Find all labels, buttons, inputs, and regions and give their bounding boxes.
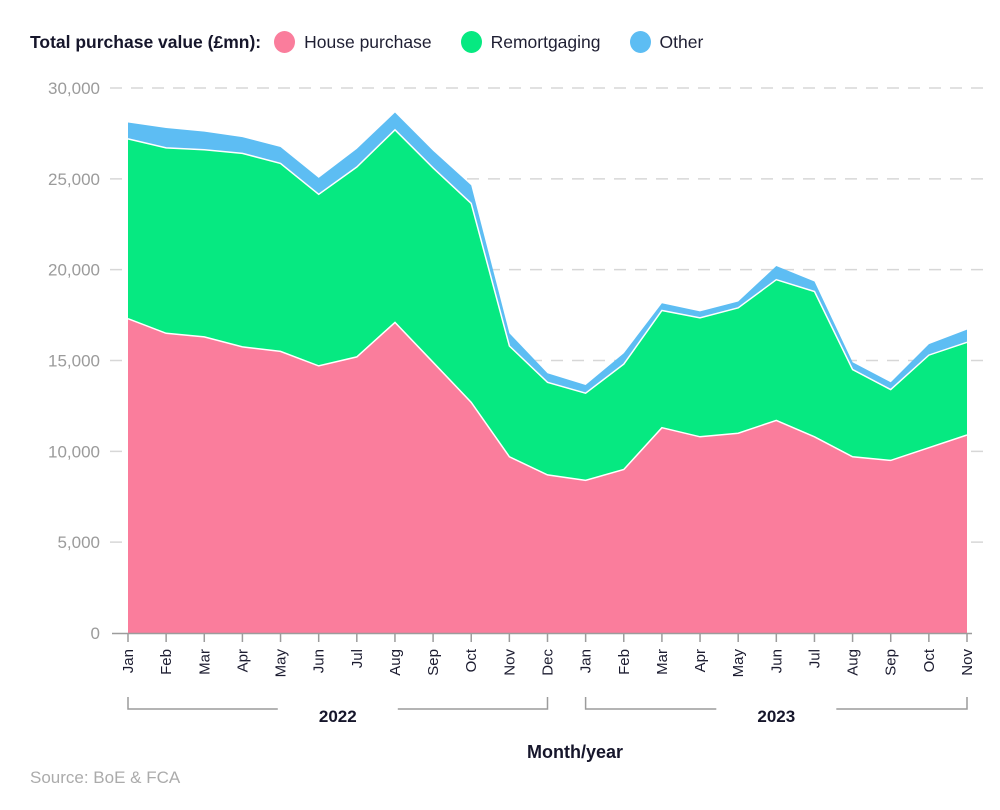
other-swatch-icon [629,31,651,53]
month-tick-label: Jan [578,649,595,673]
y-axis-tick-label: 5,000 [57,533,100,552]
month-tick-label: Oct [463,648,480,672]
month-tick-label: May [273,649,290,678]
legend-label-remortgaging: Remortgaging [490,31,601,52]
month-tick-label: Dec [540,649,557,676]
chart-title: Total purchase value (£mn): [30,31,262,52]
x-axis-title: Month/year [526,742,624,762]
month-tick-label: Mar [654,649,671,675]
remortgaging-swatch-icon [460,31,482,53]
legend-item-remortgaging[interactable]: Remortgaging [460,31,601,53]
month-tick-label: Apr [692,649,709,672]
year-bracket [127,697,549,710]
month-tick-label: Oct [921,648,938,672]
month-tick-label: Jun [768,649,785,673]
year-label: 2023 [757,707,795,726]
legend-label-house-purchase: House purchase [304,31,432,52]
legend-item-house-purchase[interactable]: House purchase [274,31,432,53]
month-tick-label: Apr [234,649,251,672]
month-tick-label: Nov [959,649,976,676]
area-other [128,112,967,394]
month-tick-label: Feb [616,649,633,675]
month-tick-label: Aug [845,649,862,676]
year-bracket [584,697,968,710]
month-tick-label: Jul [349,649,366,668]
month-tick-label: Sep [425,649,442,676]
month-tick-label: Jul [807,649,824,668]
y-axis-tick-label: 25,000 [48,170,100,189]
area-remortgaging [128,129,967,481]
legend-label-other: Other [659,31,704,52]
month-tick-label: Jun [311,649,328,673]
month-tick-label: May [730,649,747,678]
boundary-house-remortgaging [127,317,968,482]
source-note: Source: BoE & FCA [30,768,181,787]
y-axis-tick-label: 10,000 [48,442,100,461]
month-tick-label: Sep [883,649,900,676]
y-axis-tick-label: 0 [91,624,100,643]
area-house-purchase [128,318,967,633]
legend-item-other[interactable]: Other [629,31,704,53]
month-tick-label: Mar [196,649,213,675]
y-axis-tick-label: 20,000 [48,261,100,280]
legend: Total purchase value (£mn): House purcha… [30,31,703,53]
year-label: 2022 [319,707,357,726]
month-tick-label: Jan [120,649,137,673]
house-purchase-swatch-icon [274,31,296,53]
month-tick-label: Nov [501,649,518,676]
boundary-remortgaging-other [127,128,968,395]
y-axis-tick-label: 30,000 [48,79,100,98]
month-tick-label: Feb [158,649,175,675]
month-tick-label: Aug [387,649,404,676]
y-axis-tick-label: 15,000 [48,352,100,371]
